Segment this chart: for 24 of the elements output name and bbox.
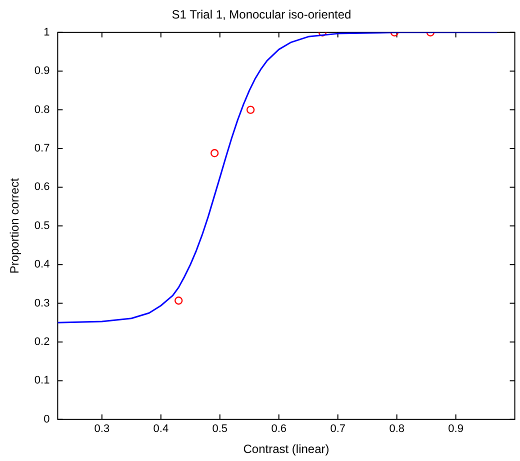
y-tick-label: 1 bbox=[44, 26, 50, 38]
point bbox=[210, 149, 219, 158]
y-tick-label: 0.9 bbox=[34, 65, 50, 78]
x-tick-label: 0.6 bbox=[271, 423, 287, 436]
y-tick-label: 0.7 bbox=[34, 142, 50, 155]
point bbox=[246, 106, 255, 114]
y-tick-label: 0.2 bbox=[34, 336, 50, 348]
x-tick-label: 0.7 bbox=[330, 423, 346, 436]
x-tick-label: 0.5 bbox=[212, 423, 228, 436]
y-tick-label: 0.5 bbox=[34, 220, 50, 232]
y-tick-label: 0 bbox=[44, 413, 50, 426]
x-tick-label: 0.3 bbox=[94, 423, 110, 436]
y-tick-label: 0.6 bbox=[34, 181, 50, 194]
y-tick-label: 0.1 bbox=[34, 374, 50, 387]
x-tick-label: 0.4 bbox=[153, 423, 169, 436]
y-tick-label: 0.8 bbox=[34, 104, 50, 116]
y-tick-label: 0.3 bbox=[34, 297, 50, 310]
y-tick-label: 0.4 bbox=[34, 258, 50, 271]
chart-title: S1 Trial 1, Monocular iso-oriented bbox=[172, 8, 352, 22]
x-tick-label: 0.9 bbox=[448, 423, 464, 436]
point bbox=[174, 296, 183, 305]
x-axis-title: Contrast (linear) bbox=[243, 442, 330, 456]
x-tick-label: 0.8 bbox=[389, 423, 404, 436]
y-axis-title: Proportion correct bbox=[8, 178, 22, 274]
